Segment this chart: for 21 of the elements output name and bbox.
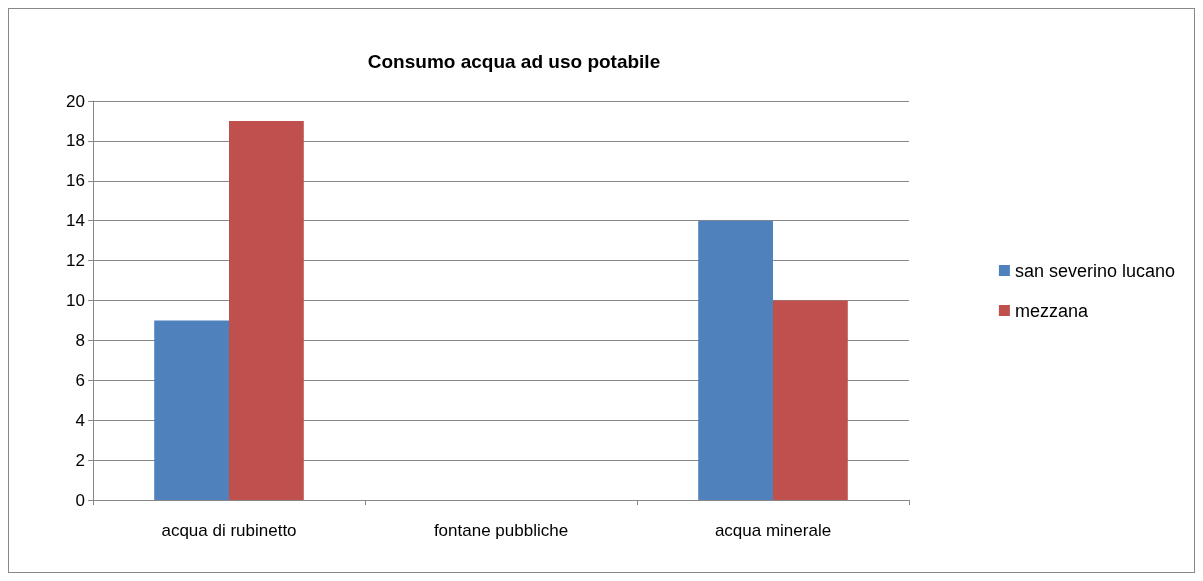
y-tick-label: 14 xyxy=(66,211,85,231)
y-tick-label: 0 xyxy=(75,490,85,510)
y-tick-label: 12 xyxy=(66,251,85,271)
y-tick-label: 2 xyxy=(75,450,85,470)
y-tick-label: 8 xyxy=(75,330,85,350)
y-tick-label: 10 xyxy=(66,291,85,310)
y-tick-label: 18 xyxy=(66,131,85,151)
bar xyxy=(698,220,773,500)
legend-label: mezzana xyxy=(1014,300,1089,321)
y-tick-label: 16 xyxy=(66,171,85,191)
bar xyxy=(773,300,848,500)
y-tick-label: 20 xyxy=(66,91,85,111)
y-tick-label: 6 xyxy=(75,370,85,390)
bar xyxy=(229,120,304,500)
chart-title: Consumo acqua ad uso potabile xyxy=(367,51,661,72)
bar xyxy=(154,320,229,500)
x-tick-label: acqua di rubinetto xyxy=(161,521,297,540)
legend-label: san severino lucano xyxy=(1014,260,1176,281)
x-tick-label: fontane pubbliche xyxy=(433,521,569,540)
x-tick-label: acqua minerale xyxy=(714,521,832,540)
y-tick-label: 4 xyxy=(75,410,85,430)
